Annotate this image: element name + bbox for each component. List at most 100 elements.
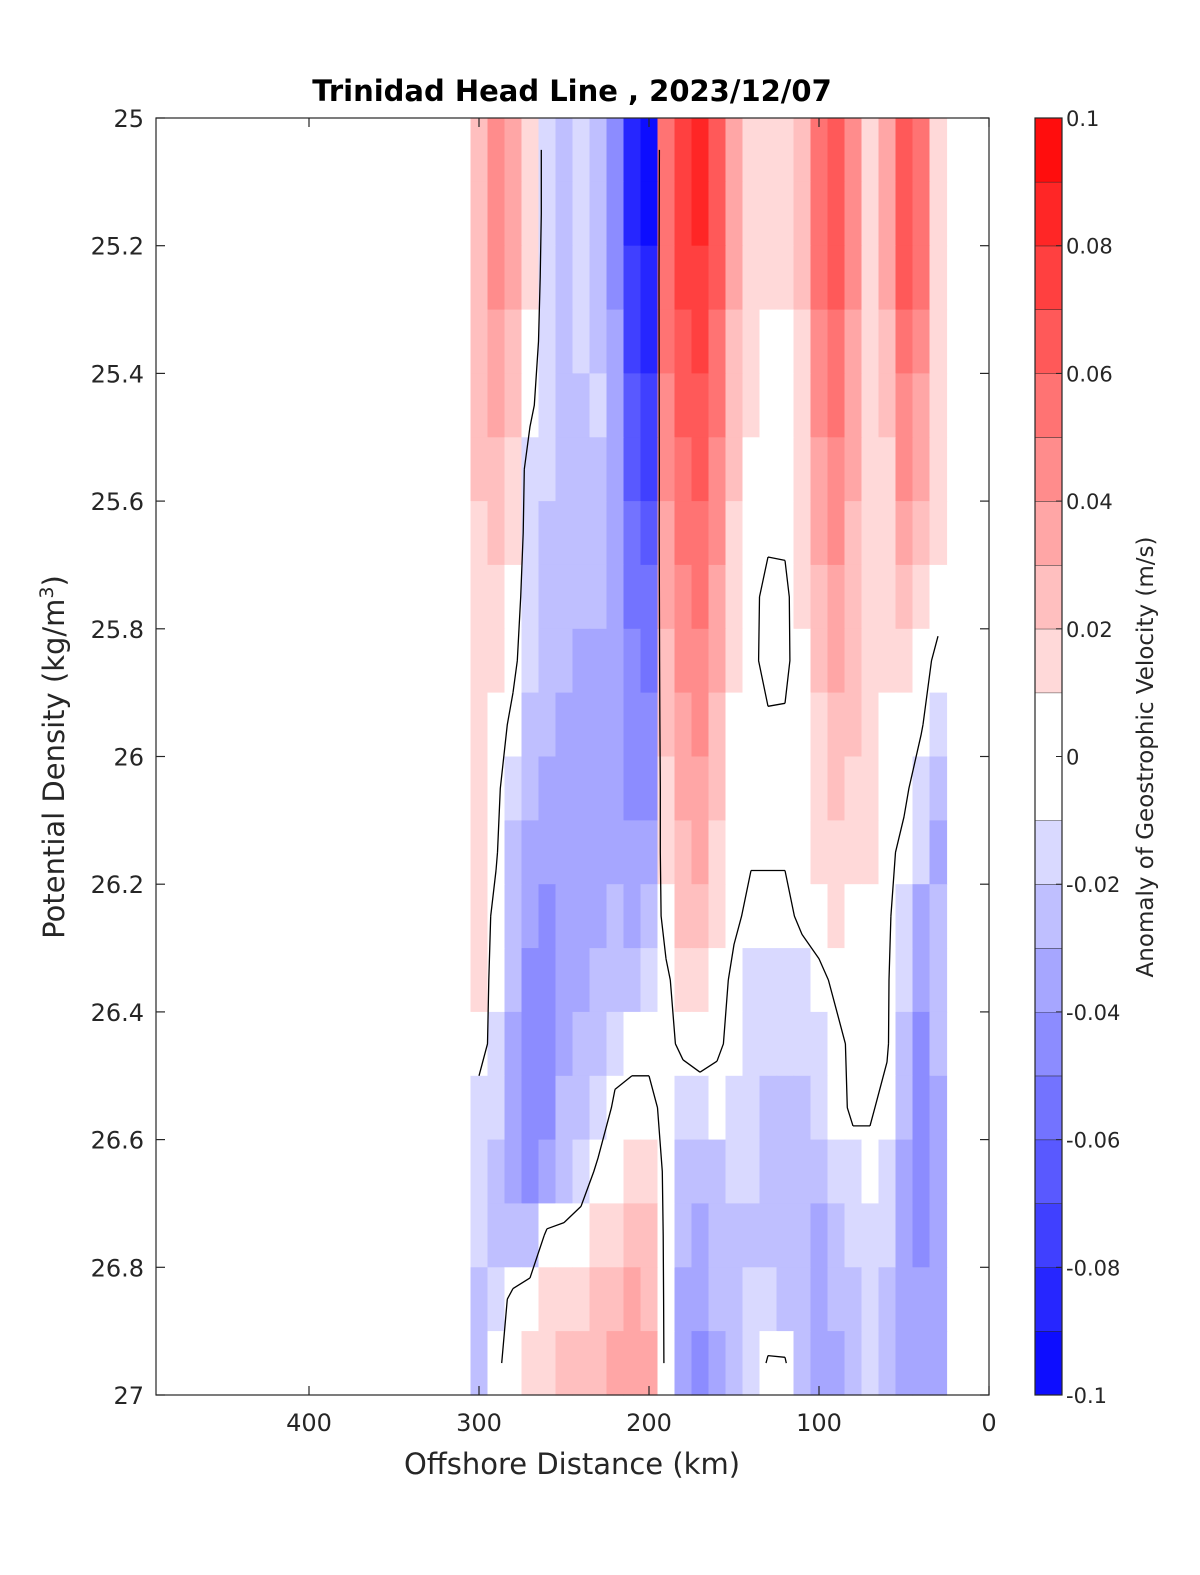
field-cell	[555, 181, 574, 247]
field-cell	[725, 692, 744, 758]
field-cell	[589, 437, 608, 502]
field-cell	[878, 373, 897, 438]
field-cell	[487, 756, 506, 821]
velocity-field	[470, 118, 948, 1396]
field-cell	[657, 1331, 676, 1396]
field-cell	[504, 948, 523, 1013]
field-cell	[555, 309, 574, 375]
field-cell	[708, 884, 727, 949]
field-cell	[759, 245, 778, 311]
field-cell	[929, 564, 948, 630]
field-cell	[657, 692, 676, 758]
field-cell	[572, 309, 591, 375]
field-cell	[929, 1075, 948, 1141]
field-cell	[878, 692, 897, 758]
field-cell	[487, 1203, 506, 1268]
field-cell	[657, 118, 676, 183]
field-cell	[844, 309, 863, 375]
field-cell	[487, 309, 506, 375]
field-cell	[929, 118, 948, 183]
field-cell	[912, 1075, 931, 1141]
field-cell	[776, 692, 795, 758]
field-cell	[929, 373, 948, 438]
field-cell	[759, 1203, 778, 1268]
field-cell	[793, 948, 812, 1013]
field-cell	[895, 245, 914, 311]
field-cell	[555, 564, 574, 630]
field-cell	[538, 628, 557, 694]
field-cell	[708, 756, 727, 821]
field-cell	[521, 1075, 540, 1141]
field-cell	[555, 373, 574, 438]
colorbar-tick-label: 0.1	[1066, 107, 1099, 131]
field-cell	[640, 1331, 659, 1396]
field-cell	[759, 1267, 778, 1332]
y-axis-label-superscript: 3	[36, 586, 58, 598]
field-cell	[538, 118, 557, 183]
field-cell	[640, 181, 659, 247]
field-cell	[640, 1203, 659, 1268]
field-cell	[623, 501, 642, 566]
field-cell	[640, 628, 659, 694]
field-cell	[759, 1075, 778, 1141]
colorbar-segment	[1035, 373, 1062, 438]
field-cell	[861, 820, 880, 885]
field-cell	[912, 692, 931, 758]
field-cell	[759, 181, 778, 247]
y-tick-label: 25.6	[91, 488, 144, 516]
field-cell	[504, 692, 523, 758]
field-cell	[742, 756, 761, 821]
field-cell	[793, 373, 812, 438]
field-cell	[912, 884, 931, 949]
field-cell	[691, 1139, 710, 1205]
field-cell	[606, 245, 625, 311]
colorbar-tick-label: 0.04	[1066, 490, 1113, 514]
field-cell	[708, 564, 727, 630]
field-cell	[793, 309, 812, 375]
field-cell	[691, 309, 710, 375]
field-cell	[640, 1075, 659, 1141]
field-cell	[912, 437, 931, 502]
x-tick-label: 0	[981, 1409, 996, 1437]
field-cell	[895, 1267, 914, 1332]
field-cell	[878, 884, 897, 949]
field-cell	[742, 948, 761, 1013]
x-tick-label: 200	[626, 1409, 672, 1437]
field-cell	[895, 1075, 914, 1141]
field-cell	[861, 245, 880, 311]
field-cell	[776, 628, 795, 694]
field-cell	[640, 437, 659, 502]
field-cell	[844, 437, 863, 502]
field-cell	[606, 948, 625, 1013]
field-cell	[470, 1075, 489, 1141]
field-cell	[861, 948, 880, 1013]
field-cell	[929, 820, 948, 885]
field-cell	[589, 118, 608, 183]
field-cell	[691, 181, 710, 247]
field-cell	[657, 1011, 676, 1077]
field-cell	[708, 118, 727, 183]
colorbar-tick-label: 0.02	[1066, 618, 1113, 642]
field-cell	[725, 1139, 744, 1205]
field-cell	[555, 1075, 574, 1141]
field-cell	[572, 1203, 591, 1268]
zero-contour-line	[478, 149, 939, 1364]
field-cell	[929, 948, 948, 1013]
field-cell	[725, 628, 744, 694]
colorbar-segment	[1035, 820, 1062, 885]
field-cell	[691, 628, 710, 694]
field-cell	[776, 820, 795, 885]
field-cell	[572, 181, 591, 247]
colorbar-segment	[1035, 1331, 1062, 1395]
field-cell	[878, 1203, 897, 1268]
field-cell	[776, 1139, 795, 1205]
field-cell	[912, 820, 931, 885]
field-cell	[708, 181, 727, 247]
field-cell	[555, 628, 574, 694]
field-cell	[572, 437, 591, 502]
field-cell	[776, 1075, 795, 1141]
field-cell	[827, 1139, 846, 1205]
field-cell	[623, 756, 642, 821]
field-cell	[725, 1267, 744, 1332]
field-cell	[606, 1139, 625, 1205]
